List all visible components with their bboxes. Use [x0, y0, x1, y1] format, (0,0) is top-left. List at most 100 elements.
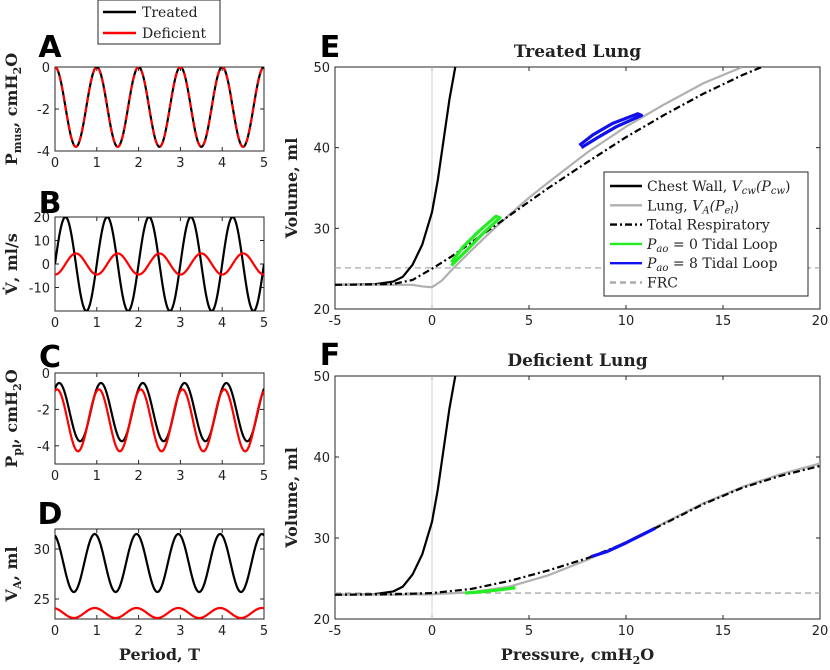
ylabel-main: Volume, ml	[282, 138, 301, 240]
series-E-chest-wall	[335, 67, 457, 286]
legend-entry: Pao = 0 Tidal Loop	[646, 237, 778, 255]
legend-entry: Pao = 8 Tidal Loop	[646, 256, 778, 274]
x-tick-label: 1	[93, 469, 101, 484]
x-tick-label: 5	[525, 624, 533, 639]
legend-math: (P	[710, 198, 725, 214]
y-axis-label-D: VA, ml	[2, 546, 24, 602]
y-tick-label: 50	[313, 370, 330, 385]
y-tick-label: 50	[313, 61, 330, 76]
y-tick-label: 0	[42, 61, 50, 76]
x-tick-label: 20	[812, 314, 829, 329]
x-tick-label: 3	[176, 316, 184, 331]
series-B-deficient	[55, 252, 264, 276]
y-axis-label-C: Ppl, cmH2O	[2, 369, 24, 468]
series-F-total-respiratory	[335, 464, 820, 596]
plot-area-C	[55, 381, 264, 453]
y-tick-label: -4	[37, 440, 50, 455]
xlabel-main: Period, T	[119, 645, 200, 664]
x-tick-label: 15	[715, 314, 732, 329]
y-tick-label: 20	[33, 211, 50, 226]
xlabel-main: Pressure, cmH	[501, 645, 633, 664]
legend-math: )	[734, 198, 739, 214]
series-E-pao-8-tidal-loop	[578, 112, 644, 150]
y-tick-label: -2	[37, 403, 50, 418]
y-tick-label: 30	[33, 543, 50, 558]
x-tick-label: 3	[176, 624, 184, 639]
panel-letter-F: F	[320, 338, 341, 373]
legend-entry: Total Respiratory	[647, 218, 770, 234]
axes-frame-A	[54, 66, 265, 152]
series-E-total-respiratory	[335, 67, 763, 286]
x-tick-label: 10	[618, 624, 635, 639]
x-tick-label: 0	[51, 156, 59, 171]
legend-text: Total Respiratory	[647, 218, 770, 234]
x-tick-label: 0	[428, 624, 436, 639]
panel-E: -5 0 5 10 15 20 20 30 40 50E Treated Lung Volume, m…	[282, 30, 828, 329]
y-tick-label: 10	[33, 235, 50, 250]
x-tick-label: 4	[218, 156, 226, 171]
panel-letter-B: B	[39, 186, 62, 221]
legend-box	[603, 171, 809, 297]
ylabel-unit-end: O	[2, 369, 21, 383]
ylabel-main: V	[2, 589, 21, 603]
legend-math: (P	[756, 179, 771, 195]
x-tick-label: 4	[218, 316, 226, 331]
y-tick-label: -2	[37, 103, 50, 118]
x-tick-label: -5	[329, 624, 342, 639]
legend-math-sub: ao	[656, 244, 668, 255]
legend-entry: Treated	[142, 5, 198, 21]
x-tick-label: 5	[525, 314, 533, 329]
panel-F: -5 0 5 10 15 20 20 30 40 50F Deficient Lung Volume,…	[282, 338, 828, 667]
x-tick-label: 2	[134, 469, 142, 484]
y-tick-label: 20	[313, 613, 330, 628]
series-F-pao-8-tidal-loop	[590, 526, 656, 559]
legend-text: = 0 Tidal Loop	[668, 237, 777, 253]
axes-frame-F	[334, 375, 821, 620]
legend-math-sub: A	[701, 205, 709, 216]
y-axis-label-E: Volume, ml	[282, 138, 301, 240]
y-tick-label: 40	[313, 451, 330, 466]
panel-letter-A: A	[38, 30, 62, 65]
x-tick-label: 0	[51, 624, 59, 639]
legend-math: V	[692, 198, 704, 214]
plot-area-D	[55, 532, 264, 619]
legend-math: P	[646, 256, 657, 272]
y-axis-label-B: V̇, ml/s	[2, 233, 21, 295]
ylabel-main: V̇, ml/s	[2, 233, 21, 295]
x-tick-label: 5	[260, 156, 268, 171]
x-tick-label: 0	[51, 469, 59, 484]
legend-box-top	[97, 0, 221, 45]
ylabel-unit: , cmH	[2, 74, 21, 127]
panel-B: 0 1 2 3 4 5 -10 0 10 20B V̇, ml/s	[2, 186, 268, 331]
y-axis-label-A: Pmus, cmH2O	[2, 53, 24, 165]
legend-entry: FRC	[647, 276, 678, 292]
legend-math-sub: cw	[742, 186, 757, 197]
x-tick-label: 0	[51, 316, 59, 331]
x-tick-label: -5	[329, 314, 342, 329]
series-D-treated	[55, 532, 264, 594]
x-tick-label: 0	[428, 314, 436, 329]
y-tick-label: 0	[42, 258, 50, 273]
x-tick-label: 3	[176, 156, 184, 171]
x-tick-label: 15	[715, 624, 732, 639]
x-tick-label: 1	[93, 316, 101, 331]
x-tick-label: 3	[176, 469, 184, 484]
y-tick-label: -10	[29, 282, 50, 297]
xlabel-end: O	[640, 645, 654, 664]
x-tick-label: 5	[260, 624, 268, 639]
legend-math-sub: cw	[771, 186, 786, 197]
panel-letter-C: C	[39, 340, 61, 375]
ylabel-unit: , ml	[2, 546, 21, 580]
ylabel-unit-end: O	[2, 53, 21, 67]
ylabel-unit: , cmH	[2, 391, 21, 444]
plot-area-A	[55, 67, 264, 148]
y-tick-label: 40	[313, 142, 330, 157]
y-axis-label-F: Volume, ml	[282, 447, 301, 549]
plot-area-F	[335, 376, 820, 619]
ylabel-sub: mus	[11, 127, 24, 153]
x-tick-label: 20	[812, 624, 829, 639]
y-tick-label: 30	[313, 222, 330, 237]
